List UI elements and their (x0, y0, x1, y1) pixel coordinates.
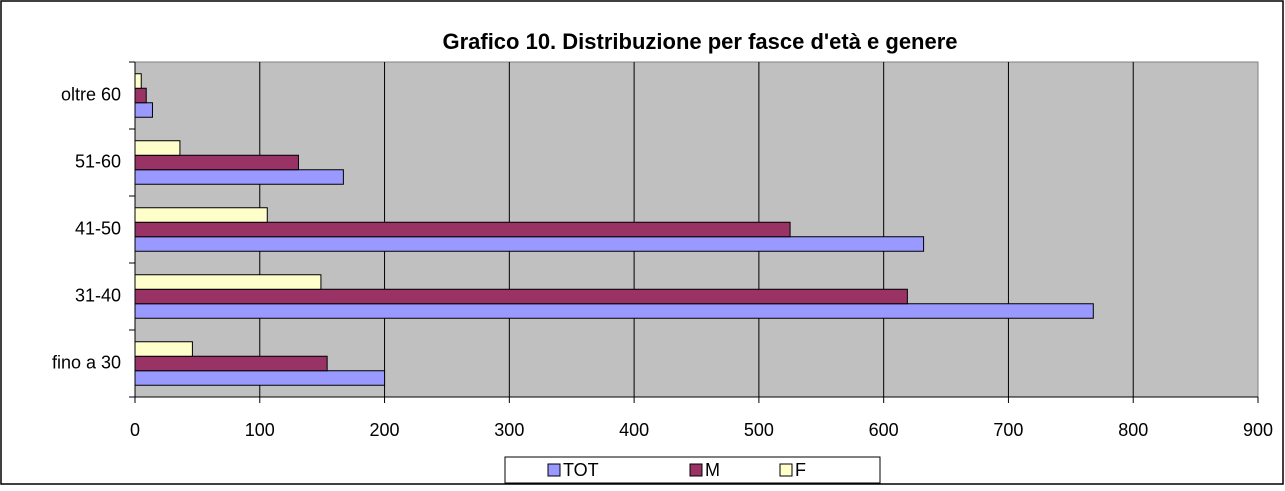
bar (134, 140, 181, 156)
x-tick-label: 500 (744, 420, 774, 440)
bar (134, 169, 344, 185)
x-tick-label: 900 (1243, 420, 1273, 440)
x-tick-label: 300 (494, 420, 524, 440)
x-tick-label: 400 (619, 420, 649, 440)
bar (134, 102, 153, 118)
legend-swatch (547, 463, 561, 477)
x-tick-label: 600 (869, 420, 899, 440)
legend-label: TOT (563, 460, 599, 480)
y-tick-label: oltre 60 (61, 84, 121, 104)
bar (134, 355, 328, 372)
bar (134, 236, 925, 252)
bar (134, 221, 791, 238)
y-tick-label: 41-50 (75, 218, 121, 238)
bar (134, 154, 299, 171)
bar (134, 274, 322, 290)
legend-label: M (705, 460, 720, 480)
bar (134, 207, 268, 223)
x-tick-label: 0 (130, 420, 140, 440)
y-tick-label: fino a 30 (52, 352, 121, 372)
legend-label: F (795, 460, 806, 480)
legend-swatch (689, 463, 703, 477)
bar (134, 87, 147, 104)
bar (134, 341, 193, 357)
bar (134, 303, 1094, 319)
chart-title: Grafico 10. Distribuzione per fasce d'et… (442, 29, 957, 54)
x-tick-label: 700 (993, 420, 1023, 440)
y-tick-label: 51-60 (75, 151, 121, 171)
bar (134, 370, 386, 386)
x-tick-label: 100 (245, 420, 275, 440)
y-tick-label: 31-40 (75, 285, 121, 305)
bar (134, 73, 142, 89)
x-tick-label: 200 (370, 420, 400, 440)
legend-swatch (779, 463, 793, 477)
x-tick-label: 800 (1118, 420, 1148, 440)
bar (134, 288, 908, 305)
